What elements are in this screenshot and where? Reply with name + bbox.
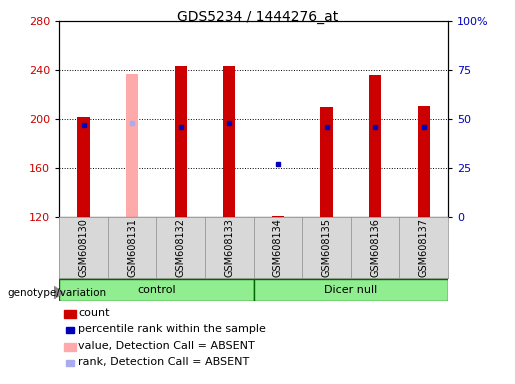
Text: control: control: [137, 285, 176, 295]
Bar: [224, 66, 235, 217]
Text: count: count: [78, 308, 110, 318]
Bar: [320, 107, 333, 217]
Bar: [272, 216, 284, 217]
Text: GSM608132: GSM608132: [176, 218, 186, 277]
Text: value, Detection Call = ABSENT: value, Detection Call = ABSENT: [78, 341, 255, 351]
Text: GSM608135: GSM608135: [321, 218, 332, 277]
Text: genotype/variation: genotype/variation: [8, 288, 107, 298]
Bar: [175, 66, 187, 217]
Bar: [418, 106, 430, 217]
Text: GSM608137: GSM608137: [419, 218, 429, 277]
Text: Dicer null: Dicer null: [324, 285, 377, 295]
Text: GDS5234 / 1444276_at: GDS5234 / 1444276_at: [177, 10, 338, 23]
Text: GSM608133: GSM608133: [225, 218, 234, 277]
Text: GSM608131: GSM608131: [127, 218, 137, 277]
Text: GSM608136: GSM608136: [370, 218, 380, 277]
Bar: [77, 117, 90, 217]
Bar: [126, 74, 138, 217]
Bar: [253, 279, 448, 301]
Text: percentile rank within the sample: percentile rank within the sample: [78, 324, 266, 334]
Polygon shape: [54, 286, 63, 299]
Text: GSM608134: GSM608134: [273, 218, 283, 277]
Bar: [369, 75, 381, 217]
Bar: [59, 279, 253, 301]
Text: GSM608130: GSM608130: [78, 218, 89, 277]
Text: rank, Detection Call = ABSENT: rank, Detection Call = ABSENT: [78, 358, 250, 367]
